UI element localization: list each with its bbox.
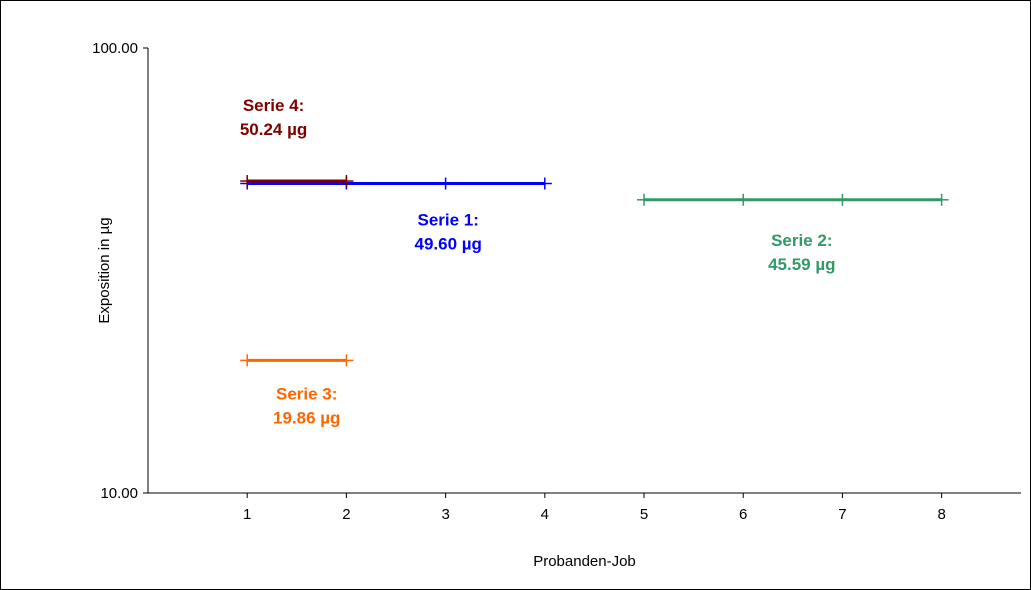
serie-4-value-label: 50.24 µg	[240, 120, 307, 139]
x-tick-label: 1	[243, 506, 251, 523]
x-tick-label: 4	[541, 506, 549, 523]
axes: 1 2 3 4 5 6 7 8 10.00 100.00	[92, 40, 1021, 523]
serie-3-series	[240, 354, 354, 367]
x-tick-label: 2	[342, 506, 350, 523]
serie-2-label: Serie 2:	[771, 231, 832, 250]
y-tick-label: 100.00	[92, 40, 138, 57]
serie-1-label: Serie 1:	[417, 211, 478, 230]
series-labels: Serie 1: 49.60 µg Serie 2: 45.59 µg Serie 3:…	[240, 96, 836, 427]
x-tick-label: 5	[640, 506, 648, 523]
serie-4-series	[240, 175, 354, 188]
x-axis-title: Probanden-Job	[533, 553, 636, 570]
x-tick-label: 6	[739, 506, 747, 523]
serie-3-value-label: 19.86 µg	[273, 408, 340, 427]
x-tick-label: 8	[937, 506, 945, 523]
serie-1-series	[240, 177, 552, 190]
serie-4-label: Serie 4:	[243, 96, 304, 115]
serie-1-value-label: 49.60 µg	[414, 235, 481, 254]
serie-2-value-label: 45.59 µg	[768, 255, 835, 274]
y-axis-title: Exposition in µg	[96, 217, 113, 323]
series-layer	[240, 175, 949, 367]
x-tick-label: 3	[441, 506, 449, 523]
serie-3-label: Serie 3:	[276, 384, 337, 403]
y-tick-label: 10.00	[100, 485, 138, 502]
serie-2-series	[637, 193, 949, 206]
x-tick-label: 7	[838, 506, 846, 523]
